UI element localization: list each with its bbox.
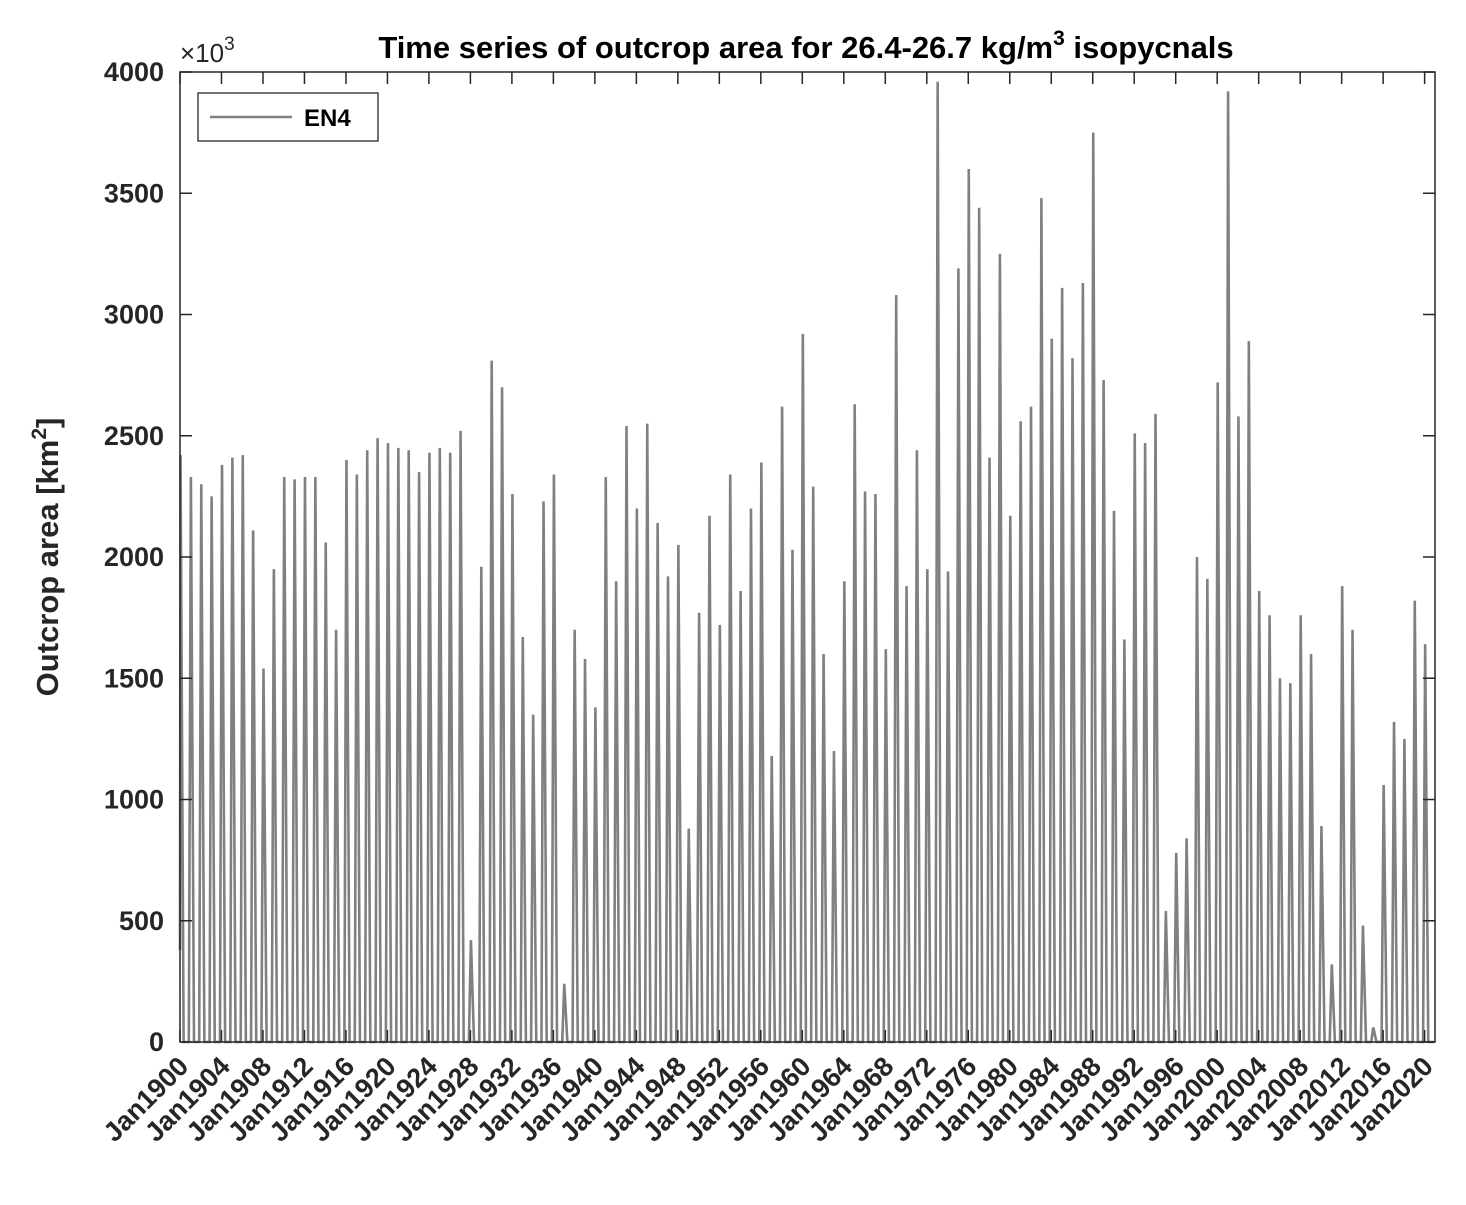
title-main: Time series of outcrop area for 26.4-26.…	[378, 30, 1053, 65]
y-tick-label-1500: 1500	[104, 663, 164, 693]
legend-label-en4: EN4	[304, 105, 351, 132]
y-tick-label-2000: 2000	[104, 542, 164, 572]
y-tick-label-2500: 2500	[104, 421, 164, 451]
y-tick-label-3000: 3000	[104, 300, 164, 330]
exponent-power: 3	[224, 34, 235, 55]
title-tail: isopycnals	[1065, 30, 1234, 65]
ylabel-superscript: 2	[28, 428, 51, 440]
exponent-label: ×103	[180, 34, 235, 68]
chart-title: Time series of outcrop area for 26.4-26.…	[378, 27, 1233, 65]
y-tick-label-4000: 4000	[104, 57, 164, 87]
ylabel-main: Outcrop area [km	[30, 440, 65, 697]
title-superscript: 3	[1053, 27, 1065, 50]
y-tick-label-500: 500	[119, 906, 164, 936]
y-tick-label-0: 0	[149, 1027, 164, 1057]
exponent-base: ×10	[180, 38, 224, 68]
exponent-prefix: ×103	[180, 34, 235, 68]
ylabel-tail: ]	[30, 418, 65, 428]
legend: EN4	[197, 92, 379, 142]
y-tick-label-1000: 1000	[104, 785, 164, 815]
y-axis-ticks: 0 500 1000 1500 2000 2500 3000 3500 4000	[104, 57, 1435, 1057]
y-axis-label: Outcrop area [km2]	[28, 418, 65, 697]
y-tick-label-3500: 3500	[104, 178, 164, 208]
